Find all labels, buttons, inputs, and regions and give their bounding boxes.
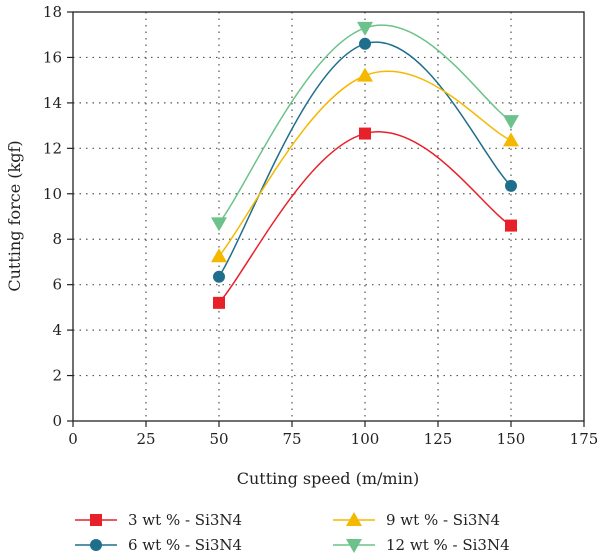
- legend-label: 12 wt % - Si3N4: [386, 536, 510, 554]
- data-point-series-4: [503, 115, 519, 130]
- plot-frame: [72, 11, 585, 422]
- x-tick-label: 175: [570, 430, 599, 448]
- legend-marker: [90, 539, 102, 551]
- series-line-3: [218, 70, 512, 257]
- data-point-series-1: [213, 296, 225, 309]
- data-point-series-2: [213, 270, 225, 283]
- x-tick-labels: 0 25 50 75 100 125 150 175: [68, 430, 598, 448]
- y-tick-label: 10: [43, 185, 62, 203]
- data-point-series-4: [211, 217, 227, 232]
- y-tick-label: 12: [43, 139, 62, 157]
- grid: [73, 12, 584, 421]
- legend-label: 3 wt % - Si3N4: [128, 511, 242, 529]
- legend-item-2: 6 wt % - Si3N4: [75, 536, 242, 554]
- y-tick-label: 4: [52, 321, 62, 339]
- legend-marker: [346, 512, 362, 526]
- y-tick-labels: 0 2 4 6 8 10 12 14 16 18: [43, 3, 62, 430]
- x-tick-label: 25: [136, 430, 155, 448]
- legend-item-4: 12 wt % - Si3N4: [333, 536, 510, 554]
- data-point-series-1: [359, 127, 371, 140]
- legend: 3 wt % - Si3N4 6 wt % - Si3N4 9 wt % - Si3…: [75, 511, 510, 554]
- x-tick-label: 150: [497, 430, 526, 448]
- y-tick-label: 0: [52, 412, 62, 430]
- series-lines: [218, 24, 512, 304]
- legend-item-3: 9 wt % - Si3N4: [333, 511, 500, 529]
- x-tick-label: 100: [351, 430, 380, 448]
- legend-label: 9 wt % - Si3N4: [386, 511, 500, 529]
- x-tick-label: 0: [68, 430, 78, 448]
- y-tick-label: 18: [43, 3, 62, 21]
- y-tick-label: 8: [52, 230, 62, 248]
- x-axis-title: Cutting speed (m/min): [237, 469, 420, 488]
- y-tick-label: 6: [52, 276, 62, 294]
- data-point-series-3: [503, 132, 519, 147]
- y-tick-label: 14: [43, 94, 62, 112]
- y-tick-label: 2: [52, 367, 62, 385]
- axes: [67, 11, 585, 427]
- data-point-series-1: [505, 219, 517, 232]
- legend-label: 6 wt % - Si3N4: [128, 536, 242, 554]
- data-point-series-2: [359, 37, 371, 50]
- legend-marker: [90, 514, 102, 526]
- x-tick-label: 50: [209, 430, 228, 448]
- legend-item-1: 3 wt % - Si3N4: [75, 511, 242, 529]
- data-point-series-4: [357, 21, 373, 36]
- data-point-series-2: [505, 179, 517, 192]
- y-tick-label: 16: [43, 48, 62, 66]
- x-tick-label: 125: [424, 430, 453, 448]
- x-tick-label: 75: [282, 430, 301, 448]
- legend-marker: [346, 539, 362, 553]
- y-axis-title: Cutting force (kgf): [5, 140, 24, 291]
- series-line-1: [218, 131, 512, 304]
- series-markers: [211, 21, 519, 309]
- data-point-series-3: [211, 248, 227, 263]
- data-point-series-3: [357, 67, 373, 82]
